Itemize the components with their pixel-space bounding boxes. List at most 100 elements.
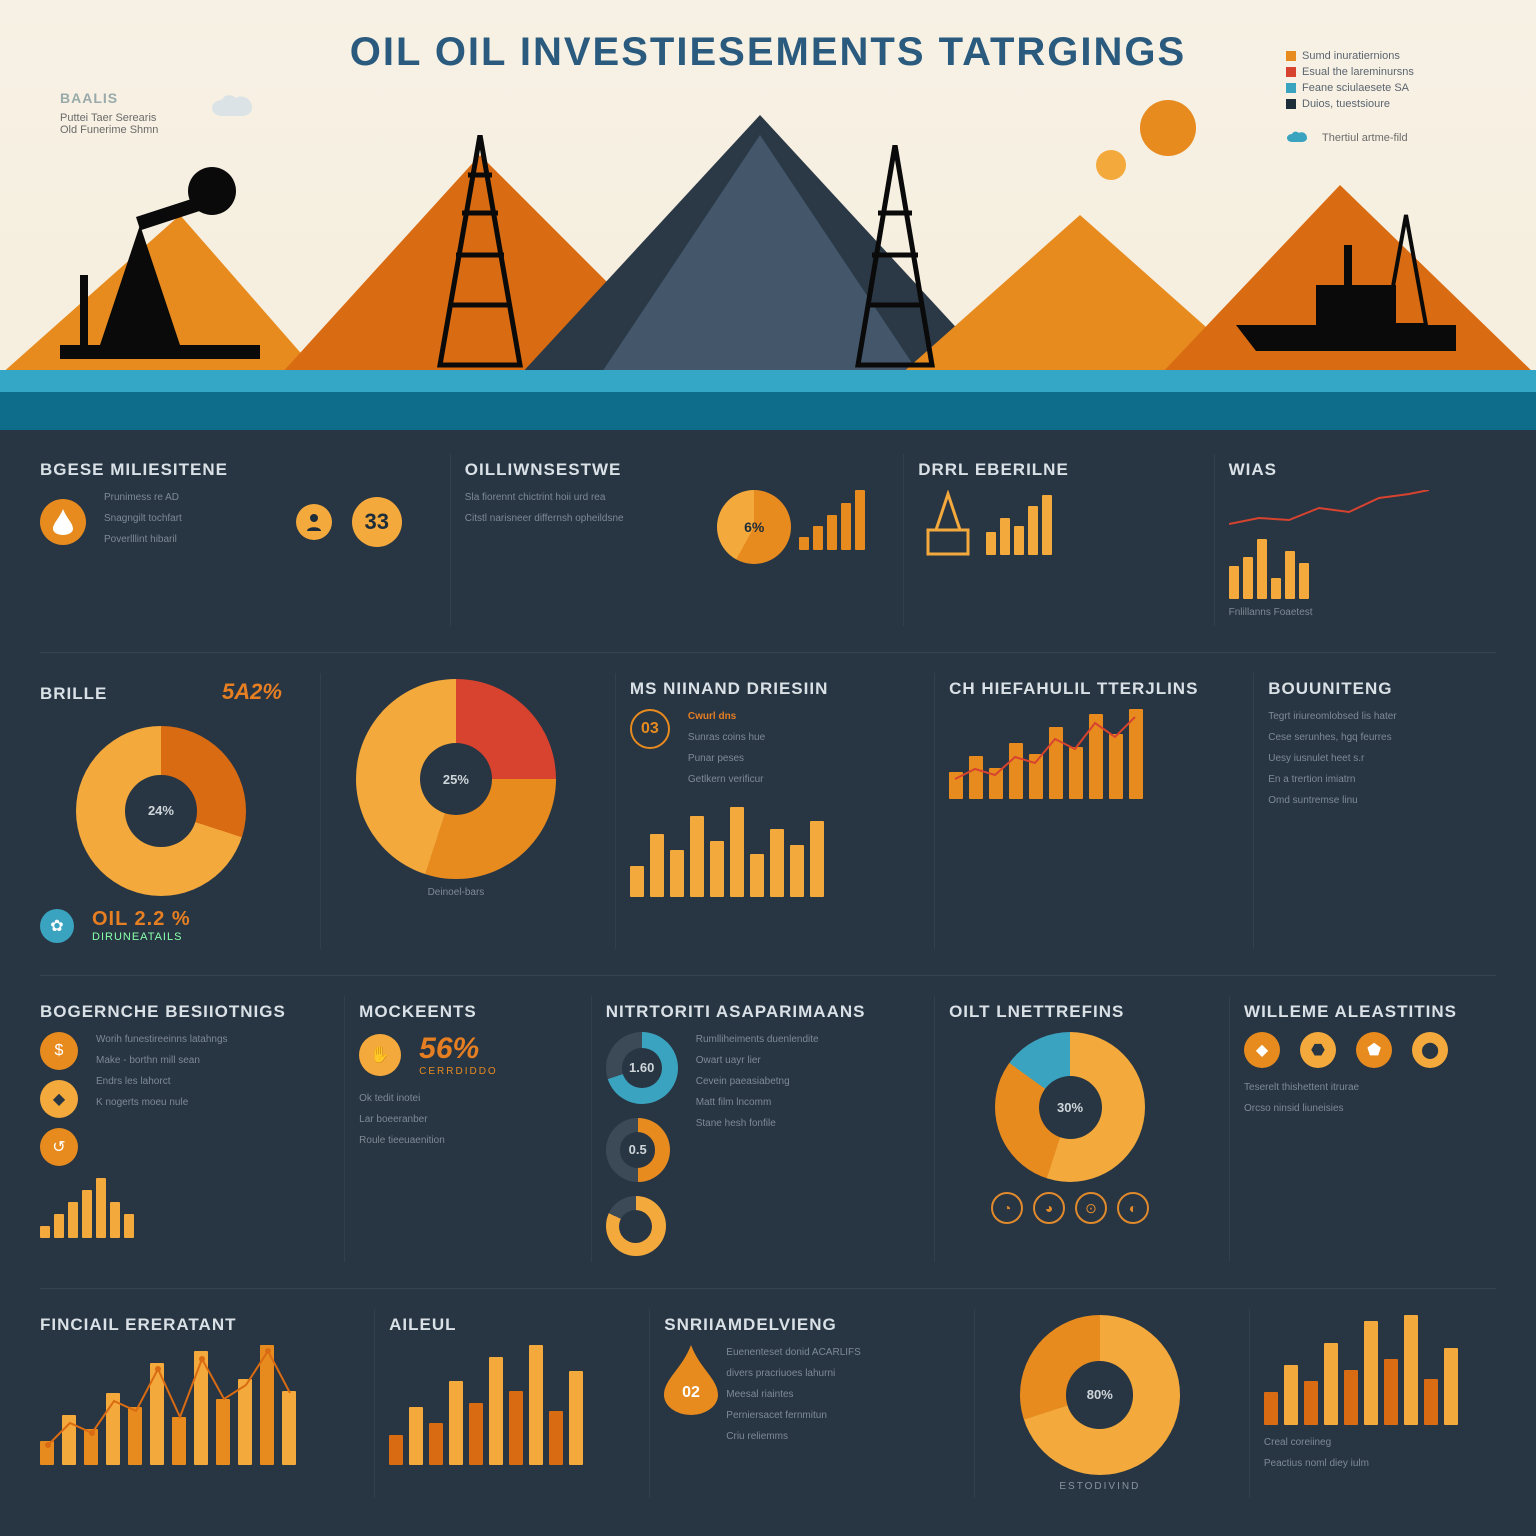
pumpjack-icon [40, 155, 300, 375]
cell-body: Tegrt iriureomlobsed lis hater Cese seru… [1268, 709, 1486, 808]
drop-icon [40, 499, 86, 545]
bar-chart [1264, 1315, 1486, 1425]
cell-title: DRRL EBERILNE [918, 460, 1175, 480]
cell-body: Worih funestireeinns latahngs Make - bor… [96, 1032, 228, 1116]
caption: Fnlillanns Foaetest [1229, 605, 1486, 620]
derrick-icon [420, 135, 540, 375]
cell-title: SNRIIAMDELVIENG [664, 1315, 935, 1335]
row-4: FINCIAIL ERERATANT AILEUL SNRIIAMDELVIEN… [40, 1309, 1496, 1498]
cell-body: Cwurl dns Sunras coins hue Punar peses G… [688, 709, 765, 793]
cell-wias: WIAS Fnlillanns Foaetest [1214, 454, 1496, 626]
stat-pct: OIL 2.2 % [92, 908, 191, 931]
cell-willeme: WILLEME ALEASTITINS ◆ ⬣ ⬟ ⬤ Teserelt thi… [1229, 996, 1496, 1262]
mini-icon: ⊙ [1075, 1192, 1107, 1224]
stat-sub: ESTODIVIND [989, 1481, 1211, 1492]
geo-icon: ⬟ [1356, 1032, 1392, 1068]
stat-pct: 56% [419, 1032, 498, 1066]
cell-oilliwn: OILLIWNSESTWE Sla fiorennt chictrint hoi… [450, 454, 875, 626]
rig-icon [918, 490, 978, 560]
mini-icon: ◔ [991, 1192, 1023, 1224]
cell-mockeents: MOCKEENTS ✋ 56% CERRDIDDO Ok tedit inote… [344, 996, 563, 1262]
donut-chart: 24% [76, 726, 246, 896]
cell-title: WILLEME ALEASTITINS [1244, 1002, 1486, 1022]
stat-sub: DIRUNEATAILS [92, 931, 191, 943]
bar-chart [40, 1178, 306, 1238]
cell-bgese: BGESE MILIESITENE Prunimess re AD Snagng… [40, 454, 422, 626]
cell-title: BOGERNCHE BESIIOTNIGS [40, 1002, 306, 1022]
cell-title: MOCKEENTS [359, 1002, 553, 1022]
icon-row: ◆ ⬣ ⬟ ⬤ [1244, 1032, 1486, 1068]
cell-nitrtoriti: NITRTORITI ASAPARIMAANS 1.60 0.5 Rumllih… [591, 996, 906, 1262]
cell-body: Sla fiorennt chictrint hoii urd rea Cits… [465, 490, 709, 532]
cell-big-donut: 25% Deinoel-bars [320, 673, 587, 949]
derrick-icon [840, 145, 950, 375]
stat-badge: 03 [630, 709, 670, 749]
donut-chart: 30% [995, 1032, 1145, 1182]
cell-title: BGESE MILIESITENE [40, 460, 412, 480]
arrow-icon: ↺ [40, 1128, 78, 1166]
cell-title: BRILLE [40, 684, 107, 704]
cell-title: MS NIINAND DRIESIIN [630, 679, 896, 699]
bar-chart [389, 1345, 611, 1465]
cell-last-bars: Creal coreiineg Peactius noml diey iulm [1249, 1309, 1496, 1498]
drop-icon: ◆ [40, 1080, 78, 1118]
cell-donut-80: 80% ESTODIVIND [974, 1309, 1221, 1498]
cell-ms-niinand: MS NIINAND DRIESIIN 03 Cwurl dns Sunras … [615, 673, 906, 949]
person-icon [296, 504, 332, 540]
hand-icon: ✋ [359, 1034, 401, 1076]
drop-icon: 02 [664, 1345, 718, 1415]
mini-icon: ◕ [1033, 1192, 1065, 1224]
bar-chart [986, 495, 1052, 555]
pie-chart: 6% [717, 490, 791, 564]
cell-bogernche: BOGERNCHE BESIIOTNIGS $ ◆ ↺ Worih funest… [40, 996, 316, 1262]
bar-chart [799, 490, 865, 550]
stat-pct: 5A2% [222, 679, 282, 705]
cell-title: CH HIEFAHULIL TTERJLINS [949, 679, 1215, 699]
sparkline [1229, 490, 1429, 530]
ship-rig-icon [1216, 175, 1496, 375]
cell-body: Creal coreiineg Peactius noml diey iulm [1264, 1435, 1486, 1471]
row-3: BOGERNCHE BESIIOTNIGS $ ◆ ↺ Worih funest… [40, 996, 1496, 1262]
line-overlay [949, 709, 1215, 799]
cell-bouuniteng: BOUUNITENG Tegrt iriureomlobsed lis hate… [1253, 673, 1496, 949]
geo-icon: ⬣ [1300, 1032, 1336, 1068]
cell-title: FINCIAIL ERERATANT [40, 1315, 336, 1335]
cell-title: BOUUNITENG [1268, 679, 1486, 699]
cell-hiefahulil: CH HIEFAHULIL TTERJLINS [934, 673, 1225, 949]
row-2: BRILLE 5A2% 24% ✿ OIL 2.2 % DIRUNEATAILS… [40, 673, 1496, 949]
donut-chart [606, 1196, 666, 1256]
cell-aileul: AILEUL [374, 1309, 621, 1498]
money-icon: $ [40, 1032, 78, 1070]
cell-body: Euenenteset donid ACARLIFS divers pracri… [726, 1345, 861, 1450]
bar-chart [630, 807, 896, 897]
bar-chart [1229, 539, 1486, 599]
geo-icon: ⬤ [1412, 1032, 1448, 1068]
cell-body: Rumlliheiments duenlendite Owart uayr li… [696, 1032, 819, 1137]
cell-snriiam: SNRIIAMDELVIENG 02 Euenenteset donid ACA… [649, 1309, 945, 1498]
cell-title: OILLIWNSESTWE [465, 460, 865, 480]
cell-oilt: OILT LNETTREFINS 30% ◔ ◕ ⊙ ◐ [934, 996, 1201, 1262]
donut-chart: 1.60 [606, 1032, 678, 1104]
cell-title: NITRTORITI ASAPARIMAANS [606, 1002, 896, 1022]
cell-body: Prunimess re AD Snagngilt tochfart Pover… [104, 490, 182, 553]
mini-icon: ◐ [1117, 1192, 1149, 1224]
cell-title: AILEUL [389, 1315, 611, 1335]
stat-badge: 33 [352, 497, 402, 547]
cell-drrl: DRRL EBERILNE [903, 454, 1185, 626]
cell-brille: BRILLE 5A2% 24% ✿ OIL 2.2 % DIRUNEATAILS [40, 673, 292, 949]
row-1: BGESE MILIESITENE Prunimess re AD Snagng… [40, 454, 1496, 626]
line-overlay [40, 1345, 336, 1465]
donut-chart: 0.5 [606, 1118, 670, 1182]
cell-title: OILT LNETTREFINS [949, 1002, 1191, 1022]
cell-body: Ok tedit inotei Lar boeeranber Roule tie… [359, 1091, 553, 1148]
gear-icon: ✿ [40, 909, 74, 943]
dashboard: BGESE MILIESITENE Prunimess re AD Snagng… [0, 430, 1536, 1536]
stat-sub: CERRDIDDO [419, 1066, 498, 1077]
svg-text:02: 02 [682, 1384, 700, 1401]
geo-icon: ◆ [1244, 1032, 1280, 1068]
icon-row: ◔ ◕ ⊙ ◐ [949, 1192, 1191, 1224]
donut-chart: 80% [1020, 1315, 1180, 1475]
hero-banner: OIL OIL INVESTIESEMENTS TATRGINGS BAALIS… [0, 0, 1536, 430]
caption: Deinoel-bars [335, 885, 577, 900]
donut-chart: 25% [356, 679, 556, 879]
